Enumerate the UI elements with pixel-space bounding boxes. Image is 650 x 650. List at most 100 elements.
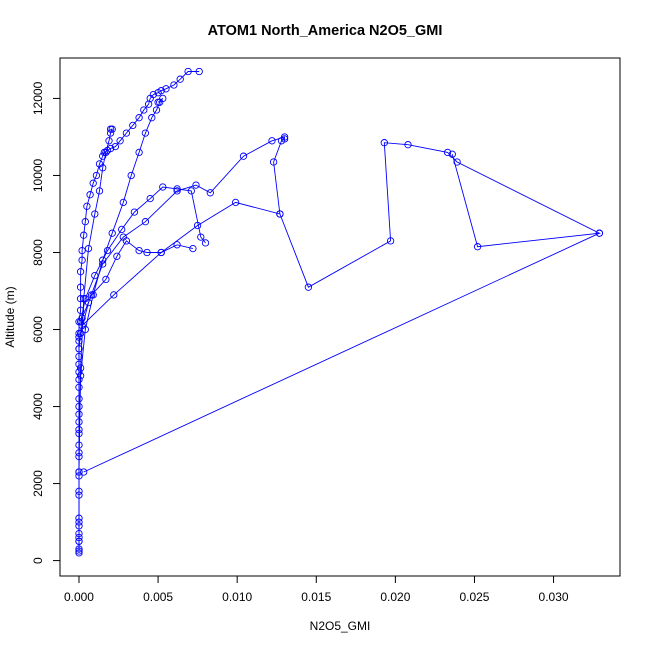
data-point bbox=[87, 291, 96, 299]
data-point bbox=[75, 345, 83, 353]
x-tick-label: 0.000 bbox=[64, 590, 94, 604]
data-point bbox=[141, 218, 150, 226]
series-8 bbox=[75, 333, 83, 555]
data-point bbox=[135, 148, 143, 157]
data-point bbox=[157, 87, 165, 95]
data-point bbox=[75, 449, 83, 457]
data-point bbox=[448, 150, 456, 158]
chart-title: ATOM1 North_America N2O5_GMI bbox=[208, 23, 443, 39]
data-point bbox=[83, 202, 91, 210]
data-point bbox=[102, 275, 110, 284]
x-axis: 0.000 0.005 0.010 0.015 0.020 0.025 0.030 bbox=[64, 575, 569, 604]
data-point bbox=[269, 158, 278, 166]
data-point bbox=[170, 81, 178, 89]
data-point bbox=[304, 283, 313, 291]
data-point bbox=[239, 152, 248, 160]
data-point bbox=[75, 472, 83, 480]
x-tick-label: 0.020 bbox=[380, 590, 410, 604]
data-point bbox=[159, 94, 167, 103]
data-point bbox=[102, 148, 110, 157]
series-line bbox=[83, 232, 600, 473]
data-point bbox=[404, 141, 412, 149]
y-tick-label: 10000 bbox=[31, 158, 45, 192]
data-point bbox=[149, 90, 157, 99]
x-tick-label: 0.030 bbox=[539, 590, 569, 604]
data-point bbox=[159, 183, 167, 191]
data-point bbox=[473, 243, 482, 251]
data-point bbox=[201, 239, 210, 247]
data-point bbox=[75, 375, 83, 384]
data-point bbox=[173, 185, 181, 193]
x-tick-label: 0.015 bbox=[301, 590, 331, 604]
data-point bbox=[119, 198, 127, 207]
data-point bbox=[76, 306, 85, 314]
data-point bbox=[103, 246, 112, 255]
data-point bbox=[141, 129, 150, 137]
data-point bbox=[99, 164, 107, 172]
data-point bbox=[105, 137, 113, 145]
data-point bbox=[111, 142, 120, 151]
x-tick-label: 0.005 bbox=[143, 590, 173, 604]
data-point bbox=[380, 139, 388, 147]
data-point bbox=[113, 252, 121, 260]
data-point bbox=[231, 198, 240, 207]
data-point bbox=[91, 210, 99, 218]
data-point bbox=[268, 137, 276, 145]
series-7 bbox=[80, 229, 604, 476]
y-tick-label: 2000 bbox=[31, 470, 45, 497]
data-point bbox=[122, 129, 131, 137]
data-point bbox=[84, 244, 93, 253]
series-4 bbox=[76, 133, 289, 338]
series-line bbox=[81, 142, 601, 327]
series-3 bbox=[76, 183, 210, 326]
data-point bbox=[78, 246, 86, 255]
data-point bbox=[75, 333, 83, 341]
data-point bbox=[195, 67, 203, 76]
data-point bbox=[75, 547, 83, 555]
data-point bbox=[75, 491, 83, 499]
data-point bbox=[80, 468, 88, 476]
data-point bbox=[110, 291, 118, 299]
series-line bbox=[78, 98, 164, 542]
data-point bbox=[106, 125, 115, 133]
data-point bbox=[80, 231, 88, 239]
data-point bbox=[127, 171, 135, 180]
data-point bbox=[135, 114, 143, 122]
data-point bbox=[84, 298, 93, 307]
data-point bbox=[143, 248, 151, 257]
data-point bbox=[189, 244, 197, 253]
data-point bbox=[176, 75, 184, 83]
x-tick-label: 0.010 bbox=[222, 590, 252, 604]
data-point bbox=[157, 248, 165, 257]
series-line bbox=[78, 240, 194, 349]
data-point bbox=[76, 268, 85, 276]
data-point bbox=[122, 237, 131, 245]
data-point bbox=[75, 395, 83, 403]
data-point bbox=[193, 221, 202, 230]
data-point bbox=[75, 426, 83, 434]
data-point bbox=[276, 210, 284, 218]
series-5 bbox=[75, 237, 197, 353]
data-point bbox=[146, 194, 154, 203]
data-point bbox=[152, 106, 161, 114]
y-tick-label: 6000 bbox=[31, 316, 45, 343]
data-point bbox=[453, 158, 461, 166]
data-point bbox=[192, 181, 200, 189]
data-point bbox=[118, 225, 126, 234]
data-point bbox=[106, 129, 115, 137]
data-point bbox=[129, 121, 137, 130]
data-point bbox=[86, 191, 94, 199]
data-point bbox=[116, 137, 124, 145]
series-0 bbox=[75, 67, 203, 557]
y-axis: 0 2000 4000 6000 8000 10000 12000 bbox=[31, 81, 61, 564]
y-axis-label: Altitude (m) bbox=[3, 286, 17, 347]
series-layer bbox=[75, 67, 604, 557]
data-point bbox=[206, 189, 214, 197]
data-point bbox=[76, 283, 85, 291]
series-2 bbox=[75, 94, 167, 545]
data-point bbox=[108, 229, 116, 237]
series-6 bbox=[78, 139, 604, 330]
data-point bbox=[173, 187, 181, 195]
data-point bbox=[75, 533, 83, 542]
